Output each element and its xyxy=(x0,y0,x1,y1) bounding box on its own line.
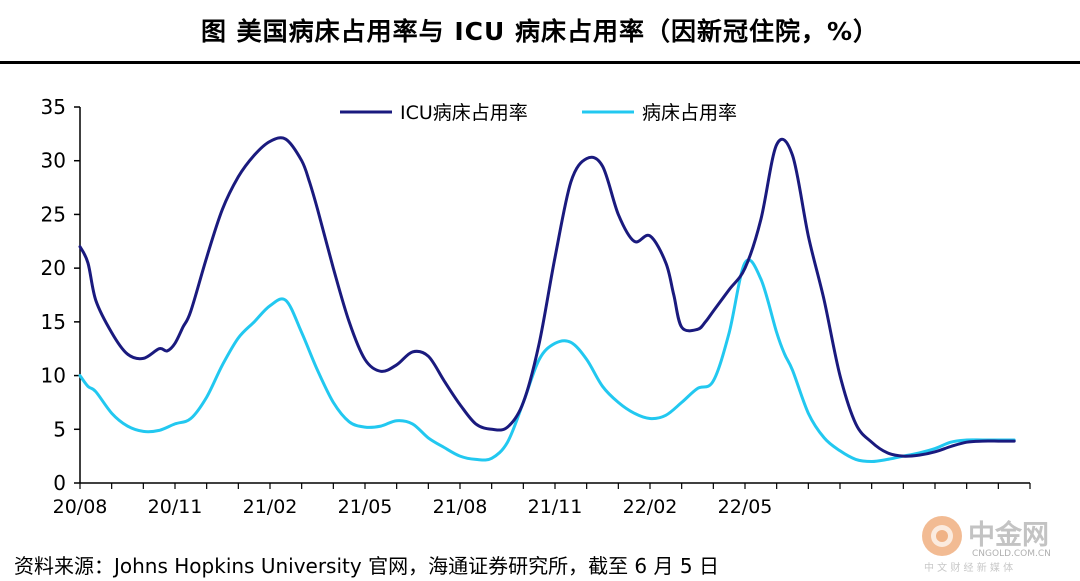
x-axis-ticks: 20/08 20/11 21/02 21/05 21/08 21/11 22/02 22/05 xyxy=(53,483,1031,518)
y-tick-label: 10 xyxy=(41,364,66,388)
watermark-logo: 中金网 CNGOLD.COM.CN 中 文 财 经 新 媒 体 xyxy=(922,516,1051,574)
icu-occupancy-line xyxy=(78,136,1016,458)
x-tick-label: 22/05 xyxy=(718,496,773,518)
y-tick-label: 0 xyxy=(53,471,66,495)
chart-legend: ICU病床占用率 病床占用率 xyxy=(340,102,737,124)
watermark-domain: CNGOLD.COM.CN xyxy=(972,549,1051,559)
legend-bed-label: 病床占用率 xyxy=(642,102,737,124)
y-tick-label: 20 xyxy=(41,256,66,280)
legend-icu-label: ICU病床占用率 xyxy=(400,102,528,124)
y-tick-label: 35 xyxy=(41,95,66,119)
chart-axes: 20/08 20/11 21/02 21/05 21/08 21/11 22/02 22/05 xyxy=(53,107,1031,518)
logo-icon xyxy=(922,516,962,556)
x-tick-label: 21/08 xyxy=(433,496,488,518)
y-axis-ticks: 0 5 10 15 20 25 30 35 xyxy=(41,95,80,495)
y-tick-label: 15 xyxy=(41,310,66,334)
x-tick-label: 22/02 xyxy=(623,496,678,518)
x-tick-label: 21/11 xyxy=(528,496,583,518)
x-tick-label: 21/05 xyxy=(338,496,393,518)
title-bar: 图 美国病床占用率与 ICU 病床占用率（因新冠住院，%） xyxy=(0,0,1080,64)
chart-title: 图 美国病床占用率与 ICU 病床占用率（因新冠住院，%） xyxy=(200,17,880,46)
watermark-tagline: 中 文 财 经 新 媒 体 xyxy=(924,561,1013,574)
source-note: 资料来源：Johns Hopkins University 官网，海通证券研究所… xyxy=(14,554,719,578)
y-tick-label: 25 xyxy=(41,202,66,226)
y-tick-label: 30 xyxy=(41,149,66,173)
y-tick-label: 5 xyxy=(53,417,66,441)
x-tick-label: 20/08 xyxy=(53,496,108,518)
x-tick-label: 21/02 xyxy=(243,496,298,518)
watermark-brand: 中金网 xyxy=(968,519,1049,551)
line-chart: 20/08 20/11 21/02 21/05 21/08 21/11 22/02 22/05… xyxy=(41,95,1031,518)
bed-occupancy-line xyxy=(78,258,1016,463)
x-tick-label: 20/11 xyxy=(148,496,203,518)
chart-series xyxy=(78,136,1016,463)
